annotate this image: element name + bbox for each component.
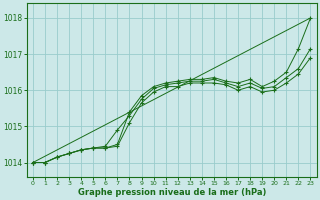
X-axis label: Graphe pression niveau de la mer (hPa): Graphe pression niveau de la mer (hPa) (77, 188, 266, 197)
